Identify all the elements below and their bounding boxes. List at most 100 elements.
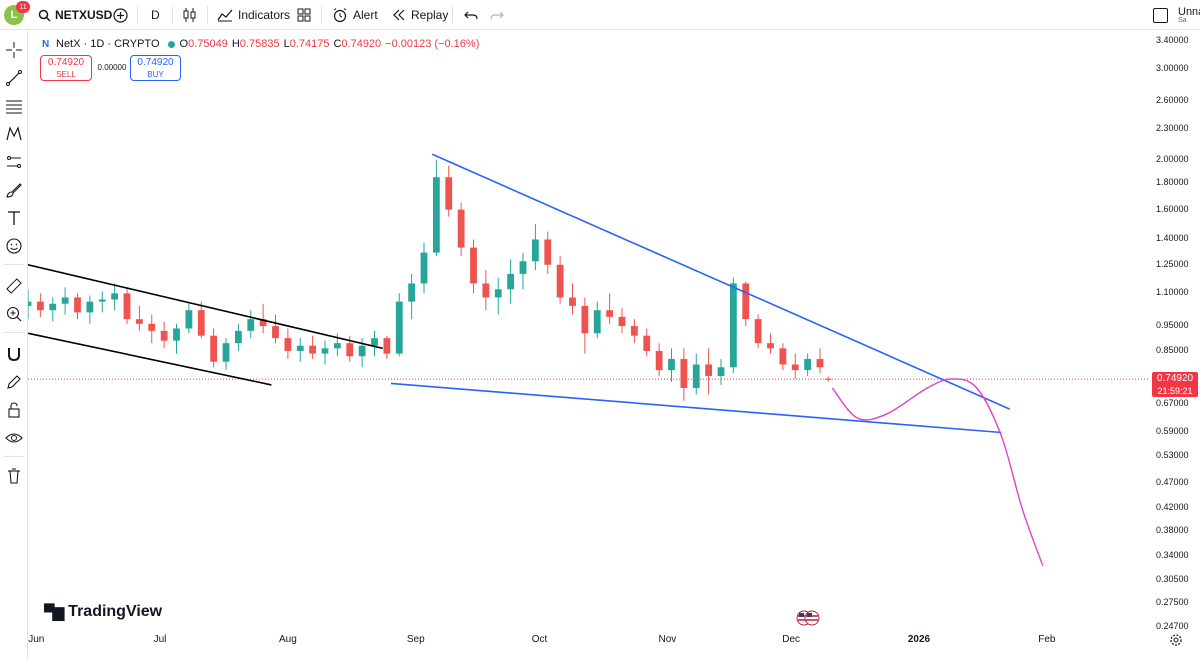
candle-body [49,303,57,311]
price-tick-label: 1.40000 [1156,233,1189,244]
candle-body [581,305,589,334]
undo-button[interactable] [464,0,478,30]
trend-line-tool[interactable] [2,66,26,90]
fib-tool[interactable] [2,94,26,118]
tradingview-logo[interactable]: ▀▆ TradingView [44,603,162,621]
gear-icon[interactable] [1168,632,1184,648]
trend-line-icon [6,70,22,86]
candle-body [210,335,218,362]
compare-symbol-button[interactable] [113,0,128,30]
candle-body [408,283,416,302]
candle-body [569,297,576,306]
text-icon [8,211,20,225]
spread-value: 0.00000 [97,63,127,72]
price-tick-label: 2.30000 [1156,122,1189,133]
redo-button[interactable] [490,0,504,30]
chart-type-button[interactable] [183,0,197,30]
buy-button[interactable]: 0.74920 BUY [130,55,181,81]
candle-body [717,367,725,376]
price-tick-label: 2.00000 [1156,153,1189,164]
indicators-icon [217,9,233,22]
candle-body [482,283,490,298]
candle-body [395,301,403,354]
pattern-tool[interactable] [2,122,26,146]
templates-button[interactable] [297,0,311,30]
candle-body [420,252,428,284]
zoom-in-icon [6,306,22,322]
candle-body [804,358,812,371]
measure-tool[interactable] [2,274,26,298]
time-tick-label: Sep [406,634,425,645]
time-tick-label: Feb [1038,634,1056,645]
candle-body [705,364,713,376]
alert-button[interactable]: Alert [332,0,378,30]
channel-upper-line [28,264,383,350]
wedge-lower-trendline [390,382,1002,434]
low-label: L [283,38,290,50]
symbol-search[interactable]: NETXUSD [38,0,112,30]
time-tick-label: 2026 [907,634,931,645]
undo-icon [464,11,478,20]
candle-body [74,297,81,313]
time-axis[interactable]: Jun Jul Aug Sep Oct Nov Dec 2026 Feb [28,630,1200,660]
candle-body [655,350,663,371]
sell-button[interactable]: 0.74920 SELL [40,55,92,81]
legend-title: NetX · 1D · CRYPTO [56,38,160,50]
price-tick-label: 0.95000 [1156,320,1189,331]
zoom-tool[interactable] [2,302,26,326]
us-flag-icon[interactable] [796,610,820,626]
candle-body [816,358,824,368]
icon-tool[interactable] [2,234,26,258]
price-tick-label: 2.60000 [1156,95,1189,106]
current-price: 0.74920 [1156,373,1194,385]
forecast-tool[interactable] [2,150,26,174]
chart-legend: N NetX · 1D · CRYPTO O 0.75049 H 0.75835 L… [42,36,483,52]
price-tick-label: 0.27500 [1156,597,1189,607]
candle-body [123,293,131,320]
replay-button[interactable]: Replay [392,0,448,30]
crosshair-tool[interactable] [2,38,26,62]
smiley-icon [6,238,22,254]
symbol-name: NETXUSD [55,8,113,22]
sell-label: SELL [56,70,76,79]
lock-drawings-tool[interactable] [2,398,26,422]
candle-body [432,177,440,253]
brand-name: TradingView [68,603,163,620]
candle-body [222,343,230,362]
price-tick-label: 0.34000 [1156,549,1189,560]
stay-in-drawing-tool[interactable] [2,370,26,394]
candle-body [824,378,832,380]
rewind-icon [393,9,405,21]
candle-body [333,343,341,349]
candle-body [606,310,614,317]
candle-body [445,177,453,210]
indicators-label: Indicators [238,8,291,22]
candle-body [692,364,700,389]
interval-button[interactable]: D [151,8,160,22]
hide-drawings-tool[interactable] [2,426,26,450]
notification-badge[interactable]: 11 [16,1,30,13]
remove-drawings-tool[interactable] [2,464,26,488]
layout-checkbox[interactable] [1153,8,1168,23]
redo-icon [490,11,504,20]
brush-tool[interactable] [2,178,26,202]
magnet-tool[interactable] [2,342,26,366]
open-label: O [179,38,189,50]
price-chart[interactable] [28,30,1150,630]
indicators-button[interactable]: Indicators [217,0,290,30]
price-tick-label: 3.40000 [1156,35,1189,46]
candle-body [519,261,527,274]
candle-body [61,297,69,304]
price-tick-label: 1.10000 [1156,287,1189,298]
text-tool[interactable] [2,206,26,230]
candle-body [618,316,626,327]
trash-icon [8,468,20,484]
time-tick-label: Nov [658,634,677,645]
change-value: −0.00123 (−0.16%) [385,38,480,50]
candle-body [470,247,477,284]
layout-name[interactable]: Unna [1178,6,1200,18]
candle-body [185,310,193,329]
candle-body [28,301,32,306]
candle-body [742,283,750,320]
price-axis[interactable]: 3.40000 3.00000 2.60000 2.30000 2.00000 1.800… [1150,30,1200,631]
